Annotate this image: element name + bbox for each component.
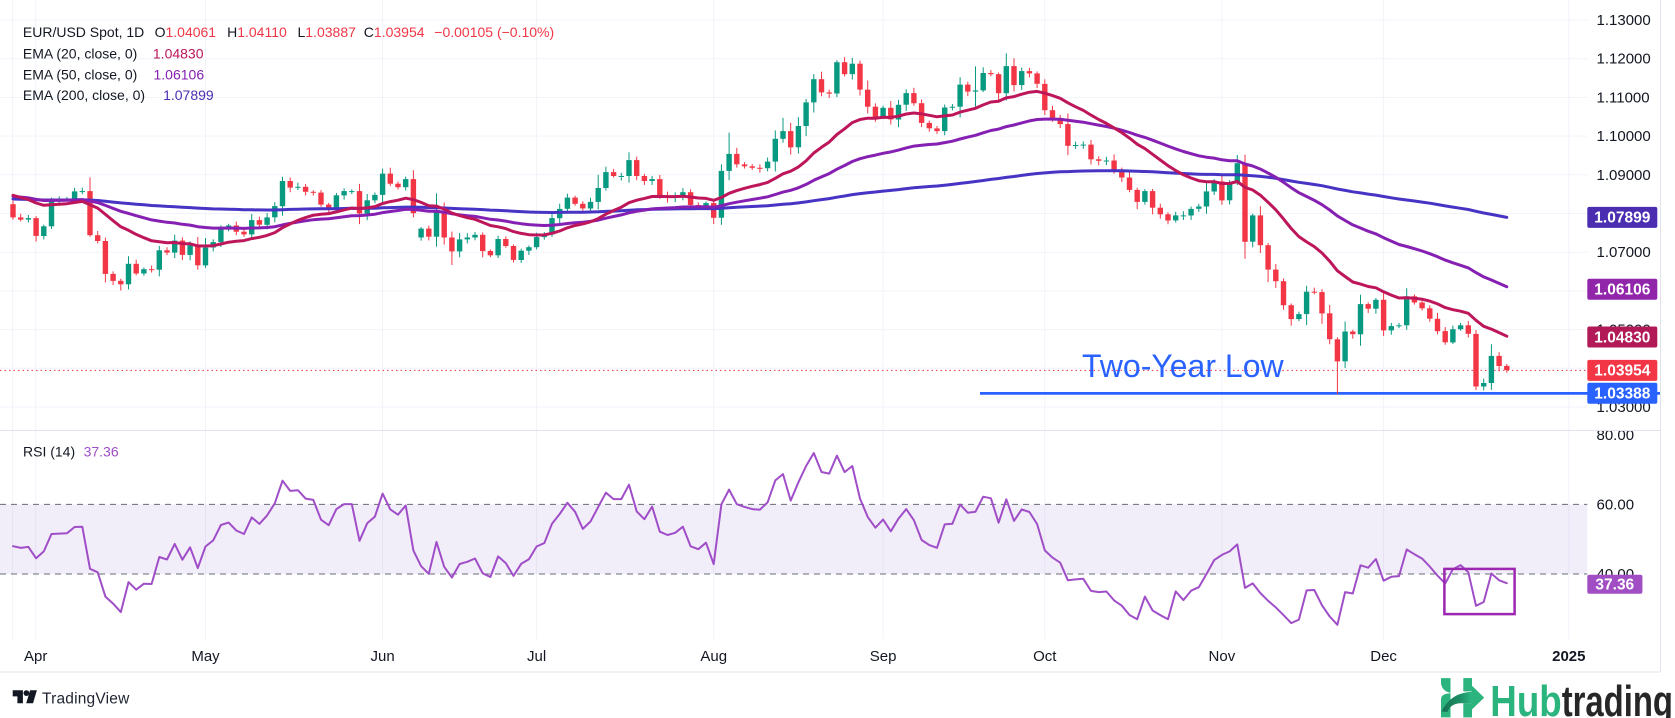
svg-text:1.07000: 1.07000	[1597, 244, 1651, 261]
svg-text:trading: trading	[1562, 677, 1673, 718]
svg-text:Nov: Nov	[1209, 648, 1236, 665]
svg-text:1.06106: 1.06106	[154, 66, 205, 82]
svg-text:37.36: 37.36	[1595, 577, 1634, 594]
svg-text:May: May	[191, 648, 220, 665]
svg-text:Oct: Oct	[1033, 648, 1057, 665]
svg-text:Jun: Jun	[371, 648, 395, 665]
svg-text:1.03954: 1.03954	[1594, 363, 1650, 380]
svg-text:2025: 2025	[1552, 648, 1585, 665]
svg-text:Hub: Hub	[1490, 677, 1561, 718]
svg-text:RSI (14): RSI (14)	[23, 443, 75, 459]
svg-text:Jul: Jul	[527, 648, 546, 665]
svg-text:37.36: 37.36	[84, 443, 119, 459]
svg-text:1.09000: 1.09000	[1597, 167, 1651, 184]
svg-text:EMA (200, close, 0): EMA (200, close, 0)	[23, 87, 145, 103]
svg-text:EMA (50, close, 0): EMA (50, close, 0)	[23, 66, 137, 82]
svg-text:L1.03887: L1.03887	[298, 24, 357, 40]
svg-text:−0.00105 (−0.10%): −0.00105 (−0.10%)	[434, 24, 554, 40]
svg-text:1.04830: 1.04830	[1594, 329, 1650, 346]
svg-text:60.00: 60.00	[1597, 496, 1635, 513]
svg-text:1.04830: 1.04830	[153, 45, 204, 61]
svg-text:1.06106: 1.06106	[1594, 282, 1650, 299]
svg-text:Apr: Apr	[24, 648, 47, 665]
svg-text:80.00: 80.00	[1597, 427, 1635, 444]
svg-text:Dec: Dec	[1370, 648, 1397, 665]
svg-text:1.11000: 1.11000	[1597, 89, 1650, 106]
svg-text:1.10000: 1.10000	[1597, 128, 1651, 145]
svg-text:1.12000: 1.12000	[1597, 51, 1651, 68]
svg-text:1.13000: 1.13000	[1597, 12, 1651, 29]
svg-text:TradingView: TradingView	[42, 691, 130, 708]
svg-text:1.07899: 1.07899	[163, 87, 214, 103]
svg-text:H1.04110: H1.04110	[227, 24, 287, 40]
svg-text:1.03388: 1.03388	[1594, 386, 1650, 403]
svg-text:Sep: Sep	[870, 648, 897, 665]
svg-text:C1.03954: C1.03954	[364, 24, 425, 40]
svg-text:O1.04061: O1.04061	[155, 24, 217, 40]
svg-text:EUR/USD Spot, 1D: EUR/USD Spot, 1D	[23, 24, 144, 40]
svg-text:Aug: Aug	[700, 648, 727, 665]
svg-text:EMA (20, close, 0): EMA (20, close, 0)	[23, 45, 137, 61]
svg-text:Two-Year Low: Two-Year Low	[1082, 348, 1284, 384]
svg-text:1.07899: 1.07899	[1594, 210, 1650, 227]
